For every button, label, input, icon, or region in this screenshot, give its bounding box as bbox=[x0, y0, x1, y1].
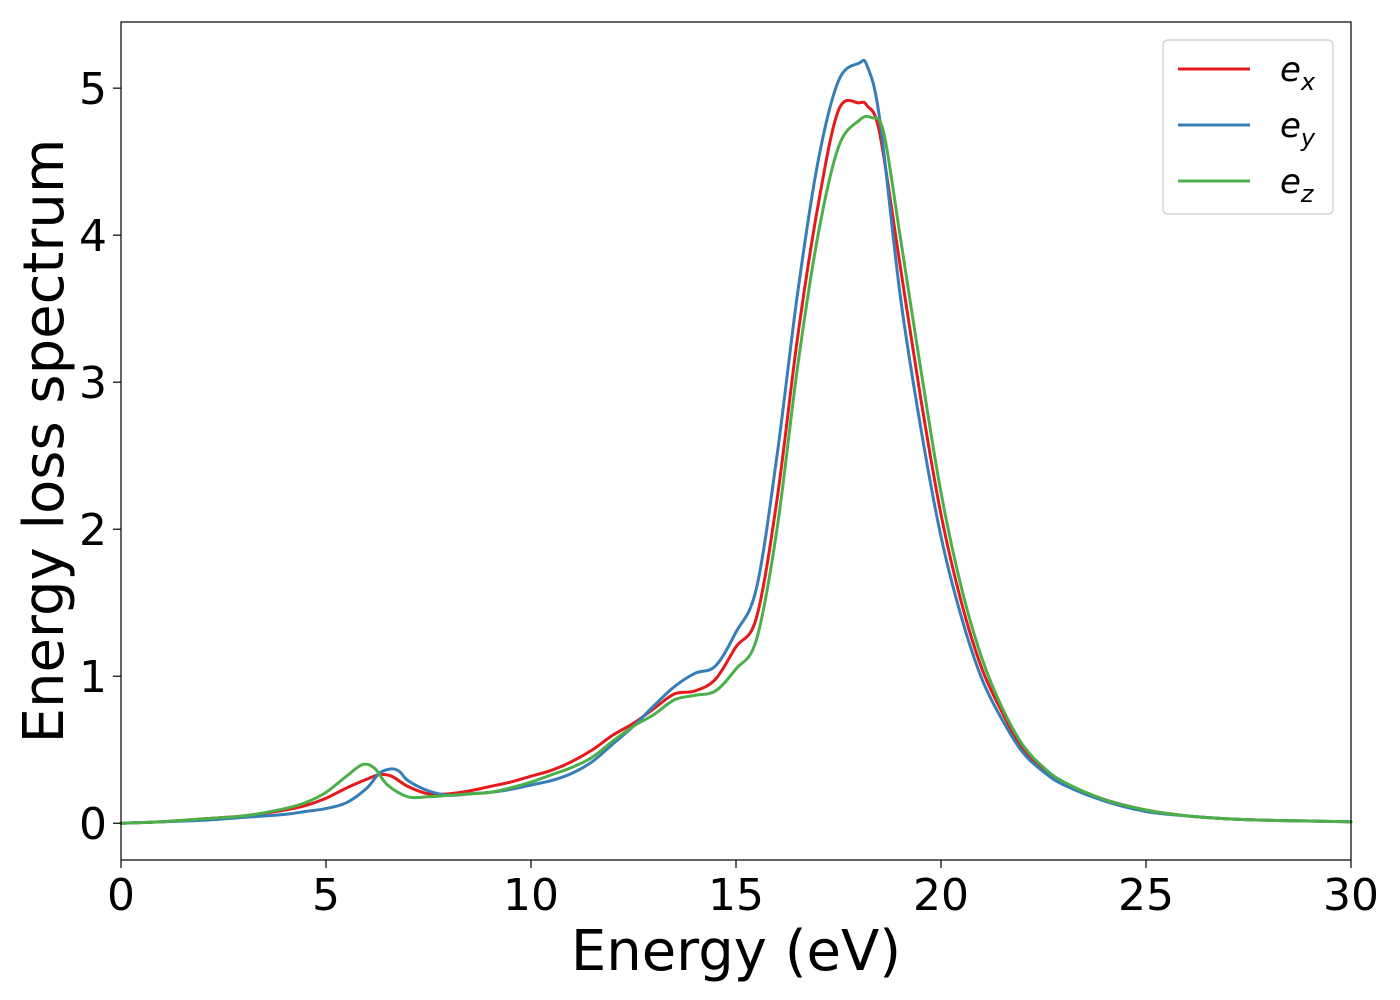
x-axis-ticks: 0 5 10 15 20 25 30 bbox=[107, 860, 1379, 921]
x-axis-label: Energy (eV) bbox=[571, 919, 901, 984]
legend-items: ex ey ez bbox=[1178, 50, 1316, 208]
legend-box bbox=[1162, 39, 1334, 215]
y-tick-label: 5 bbox=[79, 64, 107, 115]
legend: ex ey ez bbox=[1162, 39, 1334, 215]
legend-label-ey: ey bbox=[1280, 106, 1316, 152]
y-tick-label: 1 bbox=[79, 652, 107, 703]
legend-label-ex: ex bbox=[1280, 50, 1316, 96]
x-tick-label: 5 bbox=[312, 870, 340, 921]
y-tick-label: 4 bbox=[79, 211, 107, 262]
x-tick-label: 20 bbox=[913, 870, 969, 921]
x-tick-label: 30 bbox=[1323, 870, 1379, 921]
x-tick-label: 0 bbox=[107, 870, 135, 921]
x-tick-label: 15 bbox=[708, 870, 764, 921]
series-layer bbox=[119, 58, 1353, 825]
series-line-ez bbox=[119, 114, 1353, 825]
x-tick-label: 10 bbox=[503, 870, 559, 921]
y-axis-ticks: 0 1 2 3 4 5 bbox=[79, 64, 121, 850]
y-tick-label: 2 bbox=[79, 505, 107, 556]
legend-label-ez: ez bbox=[1280, 162, 1315, 208]
series-line-ey bbox=[119, 58, 1353, 825]
x-tick-label: 25 bbox=[1118, 870, 1174, 921]
y-axis-label: Energy loss spectrum bbox=[12, 139, 77, 744]
y-tick-label: 3 bbox=[79, 358, 107, 409]
y-tick-label: 0 bbox=[79, 799, 107, 850]
